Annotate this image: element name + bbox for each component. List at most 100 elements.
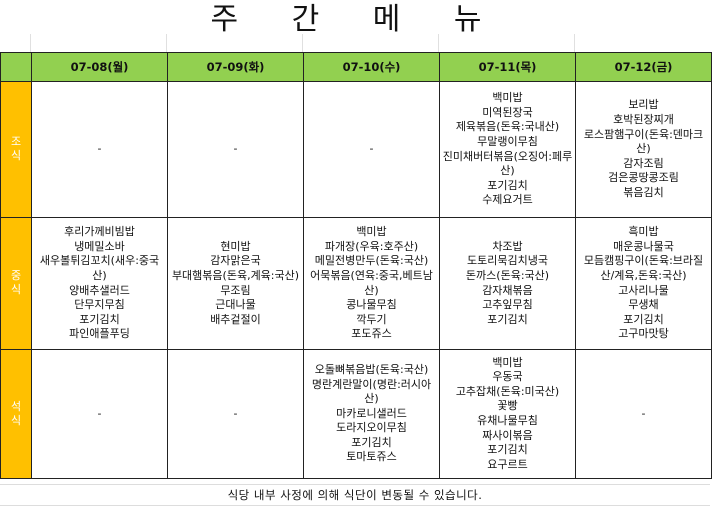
menu-item: 양배추샐러드 <box>69 283 130 297</box>
day-header: 07-08(월) <box>31 52 168 82</box>
meal-label: 석식 <box>0 349 32 479</box>
menu-item: 파인애플푸딩 <box>69 327 130 341</box>
header-row: 07-08(월) 07-09(화) 07-10(수) 07-11(목) 07-12(금) <box>0 52 712 82</box>
menu-item: 포기김치 <box>79 312 120 326</box>
menu-item: 흑미밥 <box>628 225 659 239</box>
menu-item: 꽃빵 <box>497 399 518 413</box>
menu-item: 고사리나물 <box>618 283 669 297</box>
menu-item: 제육볶음(돈육:국내산) <box>455 120 560 134</box>
menu-item: 감자맑은국 <box>210 254 261 268</box>
page-title: 주 간 메 뉴 <box>210 2 504 37</box>
footer-notice: 식당 내부 사정에 의해 식단이 변동될 수 있습니다. <box>0 484 710 506</box>
menu-item: 마카로니샐러드 <box>336 406 407 420</box>
menu-item: 후리가께비빔밥 <box>64 225 135 239</box>
menu-item: 무조림 <box>220 283 251 297</box>
menu-item: - <box>369 142 374 156</box>
grid-divider <box>30 34 31 52</box>
menu-item: - <box>233 142 238 156</box>
menu-item: 우동국 <box>492 370 523 384</box>
menu-cell: - <box>575 349 712 479</box>
menu-item: 어묵볶음(연육:중국,베트남산) <box>310 268 433 297</box>
menu-item: 백미밥 <box>492 355 523 369</box>
grid-divider <box>302 34 303 52</box>
menu-item: 볶음김치 <box>623 185 664 199</box>
corner-cell <box>0 52 32 82</box>
grid-divider <box>438 34 439 52</box>
menu-item: 냉메밀소바 <box>74 239 125 253</box>
menu-item: 메밀전병만두(돈육:국산) <box>314 254 429 268</box>
menu-cell: - <box>31 349 168 479</box>
menu-item: 고추잎무침 <box>482 298 533 312</box>
menu-item: 오돌뼈볶음밥(돈육:국산) <box>314 362 429 376</box>
menu-item: 파개장(우육:호주산) <box>324 239 419 253</box>
menu-item: 감자채볶음 <box>482 283 533 297</box>
menu-cell: - <box>303 81 440 218</box>
menu-item: 배추겉절이 <box>210 312 261 326</box>
menu-cell: - <box>167 81 304 218</box>
day-header: 07-11(목) <box>439 52 576 82</box>
menu-cell: 차조밥 도토리묵김치냉국 돈까스(돈육:국산) 감자채볶음 고추잎무침 포기김치 <box>439 217 576 350</box>
meal-label-text: 석식 <box>10 399 22 427</box>
menu-item: - <box>97 142 102 156</box>
menu-item: 수제요거트 <box>482 193 533 207</box>
meal-row: 중식 후리가께비빔밥 냉메밀소바 새우볼튀김꼬치(새우:중국산) 양배추샐러드 단무지무침… <box>0 217 712 350</box>
menu-item: 진미채버터볶음(오징어:페루산) <box>442 149 573 178</box>
menu-item: 백미밥 <box>492 91 523 105</box>
menu-cell: 백미밥 미역된장국 제육볶음(돈육:국내산) 무말랭이무침 진미채버터볶음(오징어:페루… <box>439 81 576 218</box>
menu-item: 부대햄볶음(돈육,계육:국산) <box>171 268 300 282</box>
menu-item: 요구르트 <box>487 457 528 471</box>
grid-divider <box>166 34 167 52</box>
menu-item: 모듬캠핑구이(돈육:브라질산/계육,돈육:국산) <box>583 254 704 282</box>
day-header: 07-09(화) <box>167 52 304 82</box>
menu-item: 돈까스(돈육:국산) <box>465 268 550 282</box>
menu-item: 깍두기 <box>356 312 387 326</box>
menu-cell: - <box>167 349 304 479</box>
menu-cell: 백미밥 우동국 고추잡채(돈육:미국산) 꽃빵 유채나물무침 짜사이볶음 포기김치 요구르트 <box>439 349 576 479</box>
menu-cell: - <box>31 81 168 218</box>
menu-item: 감자조림 <box>623 156 664 170</box>
menu-item: 무말랭이무침 <box>477 134 538 148</box>
menu-cell: 후리가께비빔밥 냉메밀소바 새우볼튀김꼬치(새우:중국산) 양배추샐러드 단무지무침 포기… <box>31 217 168 350</box>
menu-item: 포도쥬스 <box>351 327 392 341</box>
menu-item: - <box>97 406 102 420</box>
menu-cell: 오돌뼈볶음밥(돈육:국산) 명란계란말이(명란:러시아산) 마카로니샐러드 도라지오이… <box>303 349 440 479</box>
menu-item: 콩나물무침 <box>346 298 397 312</box>
grid-divider <box>574 34 575 52</box>
day-header: 07-12(금) <box>575 52 712 82</box>
menu-cell: 백미밥 파개장(우육:호주산) 메밀전병만두(돈육:국산) 어묵볶음(연육:중국,베트… <box>303 217 440 350</box>
menu-item: 검은콩땅콩조림 <box>608 171 679 185</box>
meal-row: 조식 - - - 백미밥 미역된장국 제육볶음(돈육:국내산) 무말랭이무침 진미채버터볶음(오… <box>0 81 712 218</box>
menu-item: 로스팜햄구이(돈육:덴마크산) <box>583 127 704 156</box>
menu-item: 백미밥 <box>356 225 387 239</box>
menu-item: 새우볼튀김꼬치(새우:중국산) <box>39 254 160 282</box>
menu-item: - <box>233 406 238 420</box>
day-header: 07-10(수) <box>303 52 440 82</box>
menu-item: 무생채 <box>628 298 659 312</box>
menu-item: 보리밥 <box>628 98 659 112</box>
meal-row: 석식 - - 오돌뼈볶음밥(돈육:국산) 명란계란말이(명란:러시아산) 마카로니샐러드 도… <box>0 349 712 479</box>
menu-item: 호박된장찌개 <box>613 113 674 127</box>
menu-item: 포기김치 <box>351 435 392 449</box>
menu-item: 차조밥 <box>492 239 523 253</box>
menu-item: 현미밥 <box>220 239 251 253</box>
meal-label-text: 조식 <box>10 135 22 163</box>
weekly-menu-table: 07-08(월) 07-09(화) 07-10(수) 07-11(목) 07-12(금)… <box>0 52 712 479</box>
menu-item: 토마토쥬스 <box>346 450 397 464</box>
menu-cell: 흑미밥 매운콩나물국 모듬캠핑구이(돈육:브라질산/계육,돈육:국산) 고사리나물 무생… <box>575 217 712 350</box>
menu-item: 포기김치 <box>623 312 664 326</box>
menu-item: 단무지무침 <box>74 298 125 312</box>
menu-item: 도토리묵김치냉국 <box>467 254 548 268</box>
menu-item: 고구마맛탕 <box>618 327 669 341</box>
menu-item: 명란계란말이(명란:러시아산) <box>311 377 432 406</box>
menu-item: 포기김치 <box>487 312 528 326</box>
menu-item: 근대나물 <box>215 298 256 312</box>
menu-item: 도라지오이무침 <box>336 421 407 435</box>
menu-cell: 보리밥 호박된장찌개 로스팜햄구이(돈육:덴마크산) 감자조림 검은콩땅콩조림 볶음김치 <box>575 81 712 218</box>
menu-item: 포기김치 <box>487 443 528 457</box>
menu-item: 짜사이볶음 <box>482 428 533 442</box>
menu-item: 유채나물무침 <box>477 414 538 427</box>
menu-item: 매운콩나물국 <box>613 239 674 253</box>
menu-item: 포기김치 <box>487 178 528 192</box>
menu-item: 고추잡채(돈육:미국산) <box>455 384 560 398</box>
menu-item: - <box>641 406 646 420</box>
